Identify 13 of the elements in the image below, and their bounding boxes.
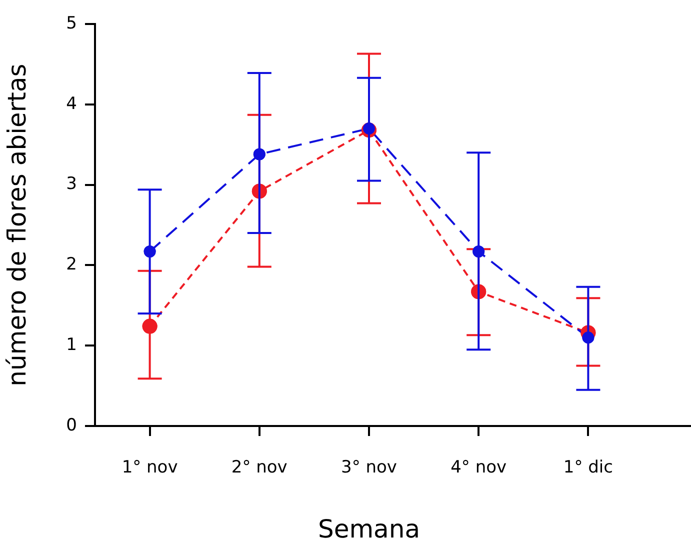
y-tick-label: 1 (66, 335, 77, 356)
x-tick-label: 1° nov (122, 458, 178, 478)
x-tick-label: 1° dic (563, 458, 613, 478)
x-tick-label: 2° nov (231, 458, 288, 478)
x-tick-label: 4° nov (450, 458, 507, 478)
y-tick-label: 4 (66, 94, 77, 114)
y-tick-label: 2 (66, 254, 77, 275)
y-tick-label: 0 (66, 415, 77, 436)
y-axis-title: número de flores abiertas (2, 64, 32, 386)
x-axis-title: Semana (318, 514, 420, 544)
y-tick-label: 3 (66, 174, 77, 194)
x-tick-label: 3° nov (341, 458, 397, 478)
y-tick-label: 5 (66, 13, 77, 34)
